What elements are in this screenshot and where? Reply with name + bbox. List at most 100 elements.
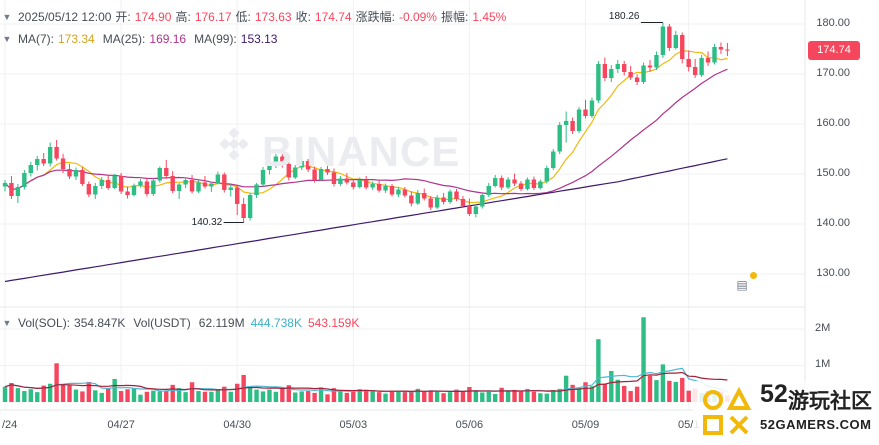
- candle-body: [305, 161, 311, 170]
- ma99-line: [4, 158, 728, 283]
- volume-bar: [2, 386, 8, 402]
- candle-body: [280, 156, 285, 164]
- candle-body: [312, 169, 317, 180]
- candle-body: [512, 179, 517, 184]
- candle-body: [286, 164, 291, 178]
- candle-body: [22, 173, 27, 187]
- candle-body: [9, 183, 14, 196]
- high-marker-label: 180.26: [608, 10, 640, 22]
- candle-body: [563, 121, 569, 125]
- price-tick-label: 130.00: [816, 267, 850, 279]
- candle-body: [525, 179, 530, 189]
- volume-bar: [505, 390, 511, 402]
- candle-body: [247, 195, 253, 218]
- candle-body: [106, 180, 111, 188]
- time-tick-label: 04/27: [107, 419, 135, 431]
- volume-bar: [293, 392, 298, 402]
- collapse-chevron-icon[interactable]: ▼: [2, 34, 12, 44]
- volume-bar: [389, 390, 395, 402]
- volume-bar: [183, 392, 188, 402]
- high-value: 176.17: [194, 9, 232, 24]
- volume-bar: [473, 391, 479, 402]
- candle-body: [538, 181, 543, 188]
- price-tick-label: 160.00: [816, 117, 850, 129]
- candle-body: [505, 179, 511, 188]
- site-logo-name: 游玩社区: [788, 390, 872, 413]
- vol-ma2-value: 543.159K: [307, 316, 360, 330]
- candle-body: [551, 151, 556, 168]
- volume-bar: [454, 389, 459, 402]
- volume-bar: [247, 386, 253, 402]
- volume-bar: [376, 392, 382, 402]
- volume-bar: [493, 393, 498, 402]
- candle-body: [86, 184, 92, 195]
- amplitude-value: 1.45%: [472, 9, 507, 24]
- time-tick-label: 04/30: [223, 419, 251, 431]
- volume-bar: [93, 390, 98, 402]
- time-tick-label: 05/03: [339, 419, 368, 431]
- candle-body: [402, 189, 408, 196]
- volume-bar: [402, 392, 408, 402]
- candle-body: [125, 191, 130, 195]
- last-price-tag: 174.74: [808, 41, 860, 60]
- volume-bar: [222, 386, 227, 402]
- volume-bar: [209, 391, 214, 402]
- close-label: 收:: [295, 10, 311, 24]
- candle-body: [325, 169, 330, 173]
- volume-bar: [196, 391, 201, 402]
- volume-bar: [667, 380, 672, 402]
- candle-body: [615, 64, 620, 69]
- collapse-chevron-icon[interactable]: ▼: [2, 11, 12, 22]
- volume-bar: [615, 379, 620, 402]
- volume-bar: [634, 386, 640, 402]
- volume-bar: [480, 392, 485, 402]
- candle-body: [47, 147, 53, 164]
- open-label: 开:: [115, 10, 131, 24]
- volume-bar: [80, 391, 85, 402]
- volume-bar: [344, 392, 350, 402]
- candle-body: [415, 193, 420, 204]
- candle-body: [628, 72, 633, 78]
- close-value: 174.74: [314, 9, 352, 24]
- candle-body: [2, 183, 8, 187]
- volume-bar: [189, 382, 195, 402]
- volume-bar: [60, 384, 66, 402]
- candle-body: [299, 161, 304, 168]
- candle-body: [557, 125, 562, 152]
- candle-body: [73, 170, 79, 177]
- volume-bar: [144, 391, 150, 402]
- candle-body: [222, 174, 227, 190]
- candle-body: [209, 183, 214, 187]
- volume-bar: [680, 377, 685, 402]
- indicator-settings-icon[interactable]: ▤: [736, 278, 748, 292]
- volume-bar: [512, 389, 517, 402]
- vol-ma1-value: 444.738K: [250, 316, 302, 330]
- candle-body: [35, 159, 40, 165]
- candle-body: [725, 49, 730, 51]
- notification-dot: [750, 272, 757, 279]
- low-marker-label: 140.32: [191, 216, 223, 228]
- volume-bar: [609, 370, 614, 402]
- site-logo-icon: [693, 381, 879, 445]
- candle-body: [454, 191, 459, 199]
- volume-bar: [628, 391, 633, 402]
- candle-body: [189, 180, 195, 192]
- collapse-chevron-icon[interactable]: ▼: [2, 318, 12, 328]
- volume-bar: [54, 363, 59, 402]
- candle-body: [434, 197, 440, 208]
- volume-ma2-line: [4, 371, 728, 393]
- volume-bar: [176, 388, 182, 402]
- volume-bar: [325, 394, 330, 402]
- volume-bar: [531, 391, 537, 402]
- volume-bar: [467, 387, 472, 402]
- candle-body: [144, 181, 150, 194]
- candle-body: [293, 167, 298, 178]
- candle-body: [41, 159, 46, 164]
- ma25-value: 169.16: [149, 32, 187, 46]
- volume-bar: [318, 387, 324, 402]
- candle-body: [480, 195, 485, 207]
- volume-bar: [305, 391, 311, 402]
- price-tick-label: 180.00: [816, 17, 850, 29]
